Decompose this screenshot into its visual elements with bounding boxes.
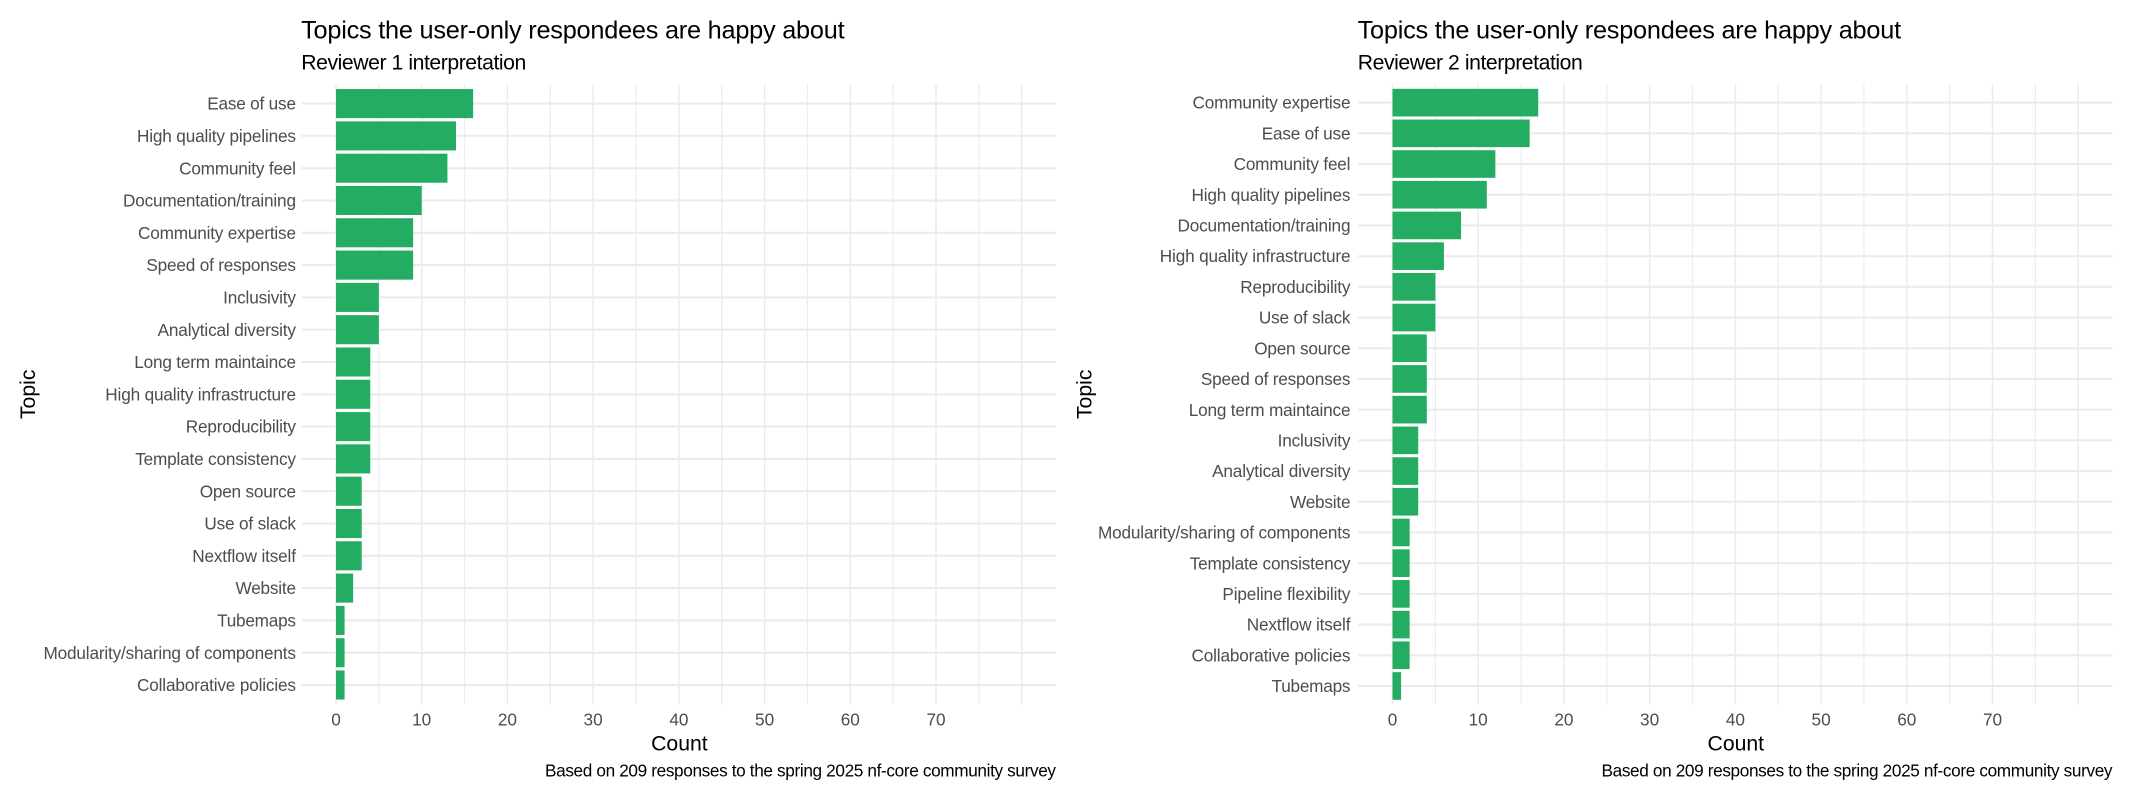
svg-text:High quality infrastructure: High quality infrastructure [1160,246,1351,266]
svg-text:Count: Count [651,733,708,756]
svg-text:60: 60 [1897,710,1916,730]
svg-text:Inclusivity: Inclusivity [1278,430,1351,450]
svg-text:60: 60 [841,710,860,730]
svg-text:Community expertise: Community expertise [1193,93,1351,113]
svg-text:Reviewer 2 interpretation: Reviewer 2 interpretation [1358,52,1583,75]
svg-text:Template consistency: Template consistency [135,449,296,469]
svg-text:Speed of responses: Speed of responses [146,255,296,275]
svg-text:Topics the user-only respondee: Topics the user-only respondees are happ… [301,16,845,44]
svg-text:Collaborative policies: Collaborative policies [137,675,296,695]
svg-text:Count: Count [1708,733,1765,756]
svg-text:30: 30 [1640,710,1659,730]
svg-text:Pipeline flexibility: Pipeline flexibility [1222,584,1351,604]
svg-text:Based on 209 responses to the: Based on 209 responses to the spring 202… [1602,760,2113,780]
svg-text:High quality infrastructure: High quality infrastructure [105,384,296,404]
svg-text:Use of slack: Use of slack [1259,308,1351,328]
svg-text:Documentation/training: Documentation/training [1178,216,1351,236]
svg-text:50: 50 [1812,710,1831,730]
svg-text:Topic: Topic [17,369,40,419]
svg-text:Community expertise: Community expertise [138,223,296,243]
svg-text:40: 40 [669,710,688,730]
svg-text:Template consistency: Template consistency [1190,553,1351,573]
svg-text:Nextflow itself: Nextflow itself [1247,615,1351,635]
svg-text:20: 20 [1554,710,1573,730]
svg-text:Use of slack: Use of slack [204,514,296,534]
svg-text:Open source: Open source [1254,338,1350,358]
svg-text:Community feel: Community feel [179,158,296,178]
svg-text:Topics the user-only respondee: Topics the user-only respondees are happ… [1358,16,1902,44]
svg-text:10: 10 [412,710,431,730]
svg-text:Website: Website [236,578,297,598]
svg-text:Tubemaps: Tubemaps [1272,676,1351,696]
svg-text:30: 30 [584,710,603,730]
svg-text:Open source: Open source [200,481,296,501]
svg-text:70: 70 [1983,710,2002,730]
svg-text:High quality pipelines: High quality pipelines [1192,185,1351,205]
svg-text:Collaborative policies: Collaborative policies [1192,645,1351,665]
svg-text:10: 10 [1469,710,1488,730]
svg-text:0: 0 [331,710,341,730]
svg-text:Ease of use: Ease of use [207,94,296,114]
svg-text:Analytical diversity: Analytical diversity [1212,461,1351,481]
svg-text:Tubemaps: Tubemaps [217,611,296,631]
svg-text:Inclusivity: Inclusivity [223,287,296,307]
svg-text:Based on 209 responses to the: Based on 209 responses to the spring 202… [545,760,1056,780]
svg-text:Reproducibility: Reproducibility [1240,277,1351,297]
svg-text:Topic: Topic [1074,369,1097,419]
svg-text:70: 70 [926,710,945,730]
svg-text:Modularity/sharing of componen: Modularity/sharing of components [44,643,297,663]
svg-text:Ease of use: Ease of use [1262,123,1351,143]
svg-text:Reviewer 1 interpretation: Reviewer 1 interpretation [301,52,526,75]
svg-text:0: 0 [1388,710,1398,730]
svg-text:Analytical diversity: Analytical diversity [158,320,297,340]
svg-text:20: 20 [498,710,517,730]
svg-text:50: 50 [755,710,774,730]
svg-text:Modularity/sharing of componen: Modularity/sharing of components [1098,523,1351,543]
svg-text:Speed of responses: Speed of responses [1201,369,1351,389]
svg-text:Long term maintaince: Long term maintaince [134,352,296,372]
svg-text:High quality pipelines: High quality pipelines [137,126,296,146]
svg-text:Long term maintaince: Long term maintaince [1189,400,1351,420]
svg-text:Nextflow itself: Nextflow itself [192,546,296,566]
svg-text:40: 40 [1726,710,1745,730]
svg-text:Website: Website [1290,492,1351,512]
svg-text:Documentation/training: Documentation/training [123,191,296,211]
svg-text:Reproducibility: Reproducibility [186,417,297,437]
svg-text:Community feel: Community feel [1234,154,1351,174]
